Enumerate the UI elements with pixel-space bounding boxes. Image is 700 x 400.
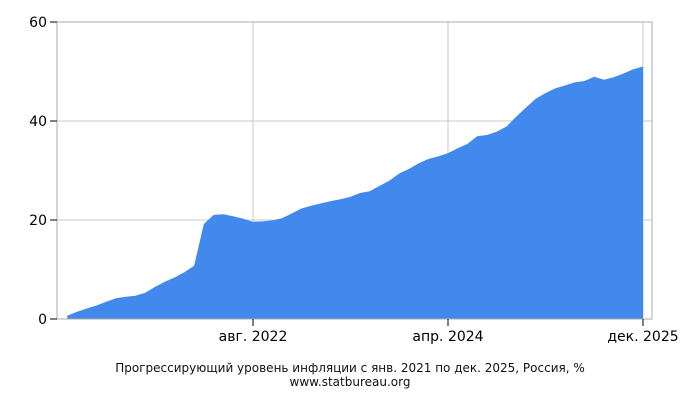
y-axis-label-20: 20 — [29, 213, 47, 229]
x-axis-label-apr-2024: апр. 2024 — [412, 329, 483, 345]
y-axis-label-40: 40 — [29, 114, 47, 130]
chart-source-url: www.statbureau.org — [290, 375, 411, 389]
x-axis-label-dec-2025: дек. 2025 — [607, 329, 678, 345]
chart-title: Прогрессирующий уровень инфляции с янв. … — [115, 361, 585, 375]
x-axis-label-aug-2022: авг. 2022 — [219, 329, 288, 345]
y-axis-label-60: 60 — [29, 15, 47, 31]
plot-border — [56, 21, 653, 320]
area-series — [67, 66, 643, 319]
y-axis-label-0: 0 — [38, 312, 47, 328]
